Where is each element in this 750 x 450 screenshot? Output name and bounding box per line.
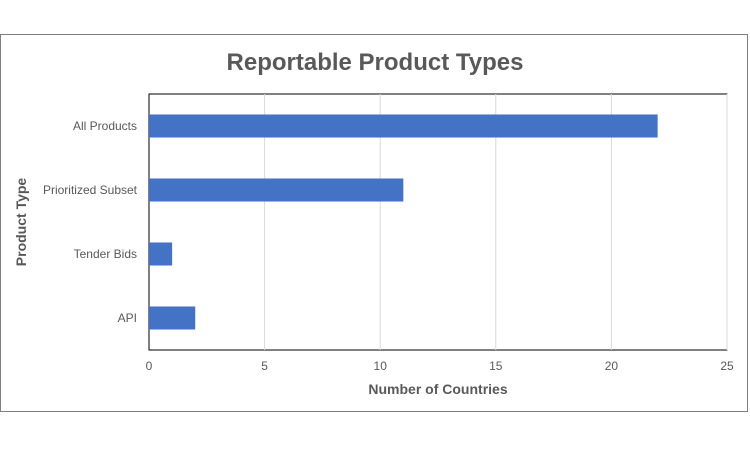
x-tick-label: 25 (720, 359, 734, 373)
bar-prioritized-subset (149, 178, 404, 202)
y-tick-label: All Products (73, 119, 137, 133)
chart-title: Reportable Product Types (227, 49, 524, 76)
y-tick-labels: All Products Prioritized Subset Tender Bid… (43, 119, 138, 325)
bar-all-products (149, 114, 658, 138)
y-tick-label: Prioritized Subset (43, 183, 138, 197)
x-tick-label: 20 (605, 359, 619, 373)
x-tick-label: 15 (489, 359, 503, 373)
chart-frame (0, 34, 748, 412)
x-axis-title: Number of Countries (368, 381, 507, 397)
bar-tender-bids (149, 242, 173, 266)
x-tick-labels: 0 5 10 15 20 25 (146, 359, 734, 373)
bars (149, 114, 658, 330)
y-axis-title: Product Type (13, 178, 29, 267)
y-tick-label: Tender Bids (74, 247, 137, 261)
x-tick-label: 10 (374, 359, 388, 373)
x-tick-label: 5 (261, 359, 268, 373)
x-tick-label: 0 (146, 359, 153, 373)
y-tick-label: API (118, 311, 137, 325)
bar-api (149, 306, 196, 330)
